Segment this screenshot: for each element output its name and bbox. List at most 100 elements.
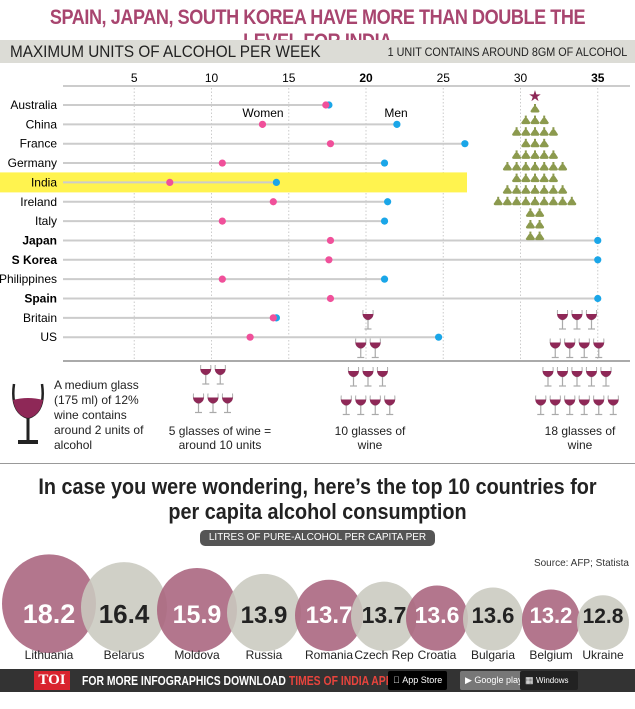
bottle-icon [502, 162, 512, 171]
bubble-country-label: Belgium [529, 648, 572, 662]
bubble-value: 13.7 [306, 602, 353, 629]
women-dot [326, 140, 335, 148]
bottle-icon [548, 162, 558, 171]
wine-glass-icon [585, 366, 598, 387]
bottle-icon [539, 150, 549, 159]
x-tick-label: 15 [282, 71, 296, 85]
bottle-icon [521, 173, 531, 183]
dot-range-chart: 5 10 15 20 25 30 35 Australia China France Germany… [0, 71, 630, 416]
x-tick-label: 25 [437, 71, 451, 85]
section-title: In case you were wondering, here’s the t… [38, 474, 597, 524]
bottle-icon [535, 208, 545, 217]
wine-glass-icon [592, 394, 605, 416]
bottle-icon [525, 231, 535, 241]
bubble-country-label: Lithuania [25, 648, 74, 662]
bottle-icon [530, 173, 540, 183]
bubble-value: 12.8 [583, 605, 624, 628]
bubble-value: 16.4 [99, 599, 150, 629]
women-dot [326, 294, 335, 303]
wine-glass-icon [592, 337, 605, 359]
men-dot [380, 217, 389, 225]
bottle-icon [530, 196, 540, 206]
row-label: Britain [23, 311, 57, 325]
wine-glass-icon [12, 383, 44, 444]
bottle-icon [539, 173, 549, 183]
wine-glass-icon [556, 309, 569, 330]
bubble-country-label: Croatia [418, 648, 457, 662]
bottle-icon [539, 115, 549, 125]
men-dot [594, 294, 602, 303]
bottle-icon [539, 196, 549, 206]
bubble [81, 562, 167, 653]
bottle-icon [512, 162, 522, 171]
row-label: France [20, 137, 58, 151]
bottle-icon [530, 127, 540, 136]
men-dot [384, 198, 392, 206]
wine-glass-icon [199, 364, 212, 385]
bottle-icon [539, 185, 549, 194]
bubble-value: 18.2 [23, 599, 76, 629]
windows-phone-button[interactable]: ▦ Windows Phone [520, 671, 578, 704]
bottle-icon [535, 220, 545, 229]
bottle-icon [530, 104, 540, 113]
men-dot [393, 120, 401, 128]
google-play-button[interactable]: ▶ Google play [460, 671, 528, 690]
note-18-glasses: 18 glasses of wine [544, 424, 616, 452]
bottle-icon [558, 162, 568, 171]
legend-women: Women [242, 106, 283, 120]
chart-title: MAXIMUM UNITS OF ALCOHOL PER WEEK [10, 42, 321, 61]
wine-glass-icon [607, 394, 620, 416]
x-tick-label: 20 [359, 71, 373, 85]
women-dot [326, 236, 335, 245]
wine-glass-icon [563, 394, 576, 416]
men-dot [380, 275, 389, 283]
bottle-icon [530, 150, 540, 159]
women-dot [218, 217, 226, 225]
bottle-icon [502, 185, 512, 194]
bubble-country-label: Bulgaria [471, 648, 515, 662]
bottle-icon [530, 138, 540, 148]
bottle-icon [558, 196, 568, 206]
wine-glass-icon [214, 364, 227, 385]
header-bar: MAXIMUM UNITS OF ALCOHOL PER WEEK 1 UNIT… [0, 40, 635, 63]
bottle-icon [512, 196, 522, 206]
wine-glass-icon [361, 309, 375, 330]
bubble-country-label: Moldova [174, 648, 220, 662]
bottle-icon [539, 138, 549, 148]
bottle-icon [567, 196, 577, 206]
bubble [295, 579, 363, 652]
bubble-value: 13.9 [241, 602, 288, 629]
row-label: Australia [10, 98, 57, 112]
bubble-value: 13.2 [530, 603, 573, 628]
wine-glass-icon [383, 394, 396, 416]
x-tick-label: 10 [205, 71, 219, 85]
women-dot [322, 101, 330, 109]
footer-text: FOR MORE INFOGRAPHICS DOWNLOAD TIMES OF … [82, 673, 393, 688]
star-icon: ★ [528, 88, 541, 105]
bottle-icon [539, 162, 549, 171]
bubble [227, 573, 301, 652]
app-store-button[interactable]:  App Store [388, 671, 448, 690]
men-dot [594, 236, 602, 245]
bubble-country-label: Ukraine [582, 648, 624, 662]
wine-glass-icon [570, 309, 584, 330]
row-label: Italy [35, 214, 57, 228]
bottle-icon [558, 185, 568, 194]
source: Source: AFP; Statista [533, 558, 629, 569]
x-tick-label: 35 [591, 71, 605, 85]
footer-bar: TOI FOR MORE INFOGRAPHICS DOWNLOAD TIMES… [0, 669, 635, 704]
men-dot [380, 159, 389, 167]
bubble [406, 585, 468, 651]
bottle-icon [521, 115, 531, 125]
bubble-chart-label: LITRES OF PURE-ALCOHOL PER CAPITA PER YE… [200, 530, 435, 559]
women-dot [269, 314, 277, 322]
note-5-glasses: 5 glasses of wine = around 10 units [168, 424, 272, 452]
wine-glass-icon [340, 394, 353, 416]
bottle-icon [512, 173, 522, 183]
bottle-icon [548, 127, 558, 136]
wine-glass-icon [354, 337, 367, 359]
bubble-value: 13.6 [415, 602, 460, 628]
wine-glass-icon [534, 394, 547, 416]
bubble-value: 15.9 [173, 601, 222, 629]
women-dot [218, 159, 226, 167]
